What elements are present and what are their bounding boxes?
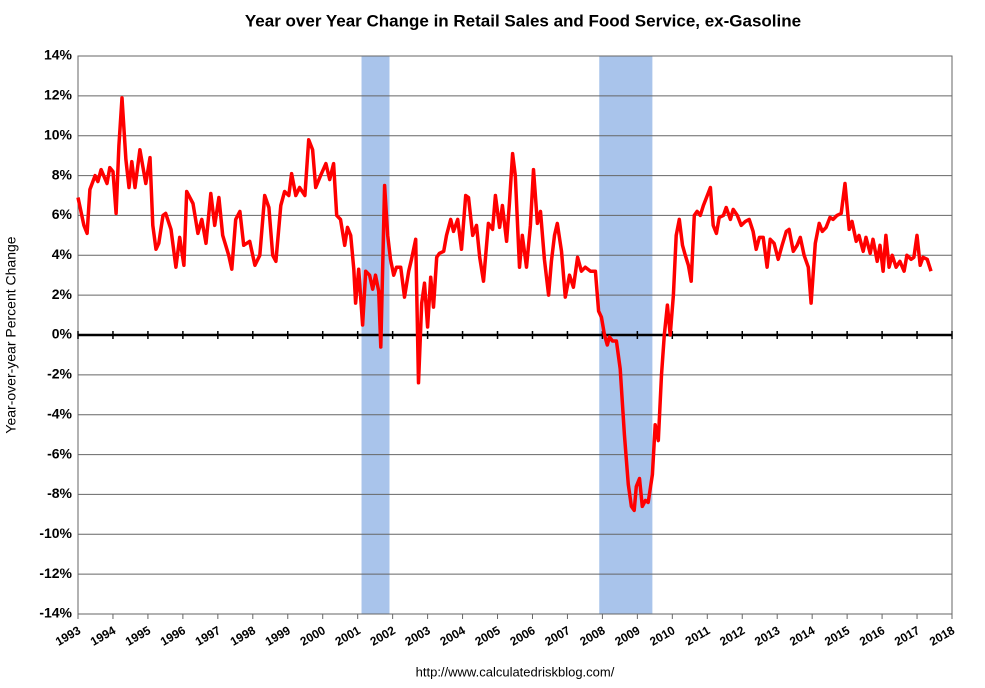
y-tick-label: -12% [39,565,72,581]
x-tick-label: 1999 [263,623,293,649]
x-tick-label: 2017 [892,623,922,649]
x-tick-label: 2013 [752,623,782,649]
x-tick-label: 2007 [542,623,572,649]
x-tick-label: 1995 [123,623,153,649]
y-tick-label: 6% [52,206,73,222]
x-tick-label: 2012 [717,623,747,649]
y-tick-label: -14% [39,605,72,621]
y-tick-label: 8% [52,166,73,182]
x-tick-label: 2003 [403,623,433,649]
y-tick-label: -10% [39,525,72,541]
x-tick-label: 2014 [787,623,817,649]
y-tick-label: -2% [47,366,72,382]
y-tick-label: 12% [44,87,73,103]
source: http://www.calculatedriskblog.com/ [416,664,615,679]
x-tick-label: 1993 [53,623,83,649]
x-tick-label: 1994 [88,623,118,649]
x-tick-label: 2004 [438,623,468,649]
y-tick-label: 4% [52,246,73,262]
y-tick-label: -6% [47,445,72,461]
x-tick-label: 2005 [472,623,502,649]
x-tick-label: 2008 [577,623,607,649]
x-tick-label: 2010 [647,623,677,649]
y-axis-label: Year-over-year Percent Change [3,236,19,433]
data-line [76,96,933,513]
x-tick-label: 2006 [507,623,537,649]
y-tick-label: 14% [44,47,73,63]
x-tick-label: 2000 [298,623,328,649]
y-tick-label: -4% [47,405,72,421]
x-tick-label: 2011 [683,623,713,648]
y-tick-label: 10% [44,126,73,142]
x-tick-label: 2016 [857,623,887,649]
x-tick-label: 1996 [158,623,188,649]
chart-title: Year over Year Change in Retail Sales an… [245,11,801,30]
y-tick-label: -8% [47,485,72,501]
x-tick-label: 2001 [333,623,363,649]
y-tick-label: 0% [52,326,73,342]
x-tick-label: 2015 [822,623,852,649]
x-tick-label: 1998 [228,623,258,649]
y-tick-label: 2% [52,286,73,302]
x-tick-label: 1997 [193,623,223,649]
x-tick-label: 2018 [927,623,957,649]
x-tick-label: 2002 [368,623,398,649]
x-tick-label: 2009 [612,623,642,649]
